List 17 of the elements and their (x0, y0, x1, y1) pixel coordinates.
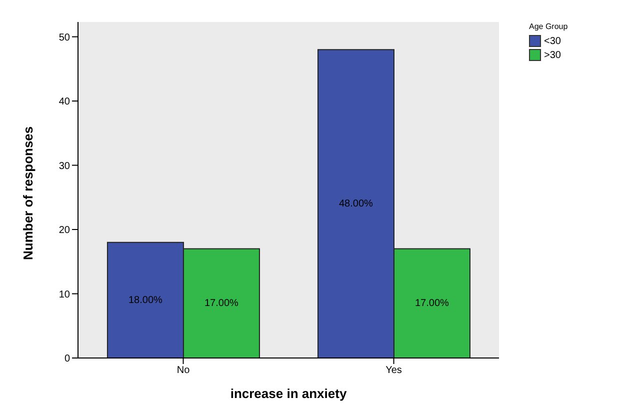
x-tick-label: Yes (386, 365, 402, 376)
y-axis-title: Number of responses (20, 126, 36, 260)
y-tick-label: 50 (58, 32, 70, 44)
data-label: 18.00% (128, 294, 163, 306)
y-tick-label: 0 (64, 354, 70, 365)
legend-label: >30 (544, 50, 561, 60)
y-tick-label: 10 (58, 289, 70, 300)
y-tick-label: 30 (58, 160, 70, 172)
x-axis-title: increase in anxiety (230, 386, 348, 401)
x-tick-label: No (176, 365, 190, 376)
data-label: 17.00% (415, 298, 450, 310)
y-tick-label: 20 (58, 225, 70, 236)
legend-title: Age Group (529, 22, 569, 31)
data-label: 17.00% (204, 298, 239, 310)
data-label: 48.00% (339, 198, 374, 210)
y-tick-label: 40 (58, 96, 70, 108)
legend-label: <30 (544, 36, 561, 46)
